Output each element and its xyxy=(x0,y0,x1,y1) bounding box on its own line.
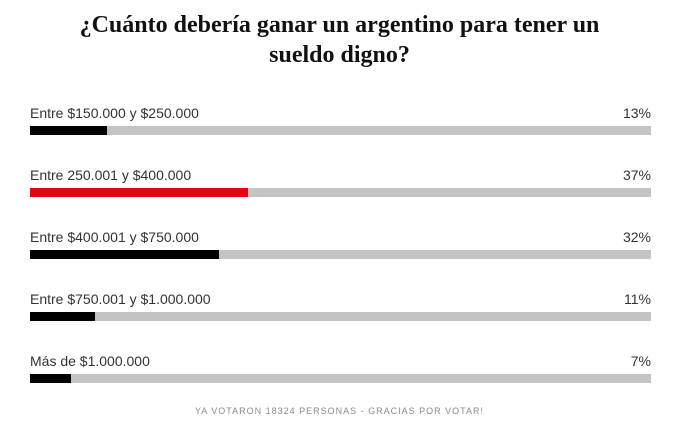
poll-question: ¿Cuánto debería ganar un argentino para … xyxy=(79,12,600,68)
option-bar-fill xyxy=(30,126,107,135)
option-label: Entre $400.001 y $750.000 xyxy=(30,229,199,245)
option-percent: 13% xyxy=(622,105,651,121)
option-bar-track xyxy=(30,374,651,383)
option-bar-track xyxy=(30,312,651,321)
option-percent: 11% xyxy=(624,291,651,307)
option-label: Entre $750.001 y $1.000.000 xyxy=(30,291,211,307)
option-label: Entre $150.000 y $250.000 xyxy=(30,105,199,121)
poll-option[interactable]: Más de $1.000.000 7% xyxy=(30,352,651,383)
poll-option[interactable]: Entre 250.001 y $400.000 37% xyxy=(30,166,651,197)
option-label: Entre 250.001 y $400.000 xyxy=(30,167,192,183)
option-bar-fill xyxy=(30,250,219,259)
poll-option[interactable]: Entre $400.001 y $750.000 32% xyxy=(30,228,651,259)
option-bar-fill xyxy=(30,374,72,383)
poll-option[interactable]: Entre $750.001 y $1.000.000 11% xyxy=(30,290,651,321)
poll-option[interactable]: Entre $150.000 y $250.000 13% xyxy=(30,104,651,135)
option-bar-track xyxy=(30,250,651,259)
option-percent: 37% xyxy=(622,167,651,183)
option-bar-fill xyxy=(30,188,249,197)
option-bar-track xyxy=(30,188,651,197)
option-percent: 32% xyxy=(622,229,651,245)
option-label: Más de $1.000.000 xyxy=(30,353,150,369)
vote-count-footer: YA VOTARON 18324 PERSONAS - GRACIAS POR … xyxy=(194,406,485,416)
option-bar-fill xyxy=(30,312,95,321)
option-bar-track xyxy=(30,126,651,135)
option-percent: 7% xyxy=(630,353,651,369)
